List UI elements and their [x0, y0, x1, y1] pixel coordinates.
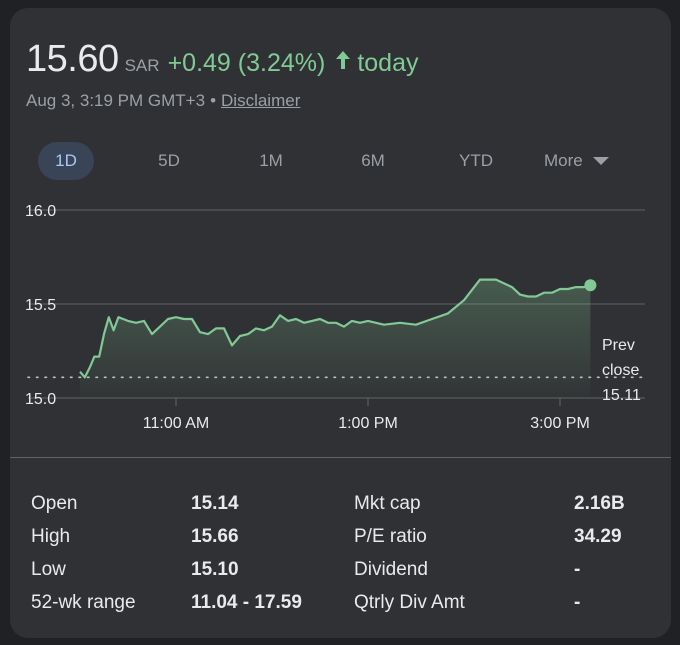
stat-row-mkt-cap: Mkt cap 2.16B — [10, 493, 671, 526]
stat-row-qtrly-div-amt: Qtrly Div Amt - — [10, 592, 671, 625]
stat-value: - — [574, 559, 581, 580]
y-tick-label: 15.5 — [25, 297, 56, 314]
stat-label: Low — [31, 559, 66, 580]
x-tick-label: 1:00 PM — [338, 415, 398, 432]
stat-label: Mkt cap — [354, 493, 421, 514]
range-more-button[interactable]: More — [544, 142, 634, 180]
x-tick-label: 11:00 AM — [143, 415, 209, 432]
section-divider — [10, 457, 671, 458]
y-tick-label: 15.0 — [25, 391, 56, 408]
range-1m-button[interactable]: 1M — [259, 151, 283, 170]
stat-row-52-wk-range: 52-wk range 11.04 - 17.59 — [10, 592, 671, 625]
range-6m-button[interactable]: 6M — [361, 151, 385, 170]
stat-label: Qtrly Div Amt — [354, 592, 465, 613]
quote-timestamp: Aug 3, 3:19 PM GMT+3 — [26, 91, 206, 110]
prev-close-label: Prev — [602, 337, 635, 354]
price-area-fill — [80, 279, 591, 398]
stock-quote-card: 15.60 SAR +0.49 (3.24%) today Aug 3, 3:1… — [10, 8, 671, 638]
dropdown-caret-icon — [592, 157, 609, 165]
stat-label: Open — [31, 493, 78, 514]
price-row: 15.60 SAR +0.49 (3.24%) today — [26, 38, 418, 81]
stat-row-open: Open 15.14 — [10, 493, 671, 526]
prev-close-label: 15.11 — [602, 387, 641, 404]
stat-label: Dividend — [354, 559, 428, 580]
price-change: +0.49 (3.24%) today — [168, 49, 419, 78]
stat-value: 15.14 — [191, 493, 239, 514]
meta-separator: • — [210, 91, 217, 110]
change-period: today — [357, 49, 419, 77]
stat-label: P/E ratio — [354, 526, 427, 547]
current-price: 15.60 — [26, 38, 119, 80]
stat-value: 34.29 — [574, 526, 622, 547]
stat-label: High — [31, 526, 71, 547]
stat-value: - — [574, 592, 581, 613]
more-label: More — [544, 151, 583, 170]
prev-close-label: close — [602, 362, 639, 379]
range-1d-button[interactable]: 1D — [38, 142, 94, 180]
time-range-selector: 1D 5D 1M 6M YTD More — [38, 142, 638, 180]
range-5d-button[interactable]: 5D — [158, 151, 180, 170]
currency-code: SAR — [124, 56, 160, 75]
price-chart[interactable]: 16.0 15.5 15.0 11:00 AM 1:00 PM 3:00 PM Prev cl… — [10, 193, 671, 443]
stat-label: 52-wk range — [31, 592, 136, 613]
stat-row-high: High 15.66 — [10, 526, 671, 559]
stat-value: 15.10 — [191, 559, 239, 580]
stat-value: 2.16B — [574, 493, 625, 514]
stat-row-dividend: Dividend - — [10, 559, 671, 592]
arrow-up-icon — [335, 48, 351, 77]
y-tick-label: 16.0 — [25, 203, 56, 220]
price-line — [79, 278, 591, 379]
quote-meta: Aug 3, 3:19 PM GMT+3 • Disclaimer — [26, 91, 300, 111]
range-ytd-button[interactable]: YTD — [459, 151, 493, 170]
stat-value: 11.04 - 17.59 — [191, 592, 302, 613]
stat-row-p-e-ratio: P/E ratio 34.29 — [10, 526, 671, 559]
disclaimer-link[interactable]: Disclaimer — [221, 91, 301, 110]
change-value: +0.49 (3.24%) — [167, 49, 326, 77]
stat-value: 15.66 — [191, 526, 239, 547]
last-price-marker — [584, 279, 597, 292]
x-tick-label: 3:00 PM — [530, 415, 590, 432]
stat-row-low: Low 15.10 — [10, 559, 671, 592]
